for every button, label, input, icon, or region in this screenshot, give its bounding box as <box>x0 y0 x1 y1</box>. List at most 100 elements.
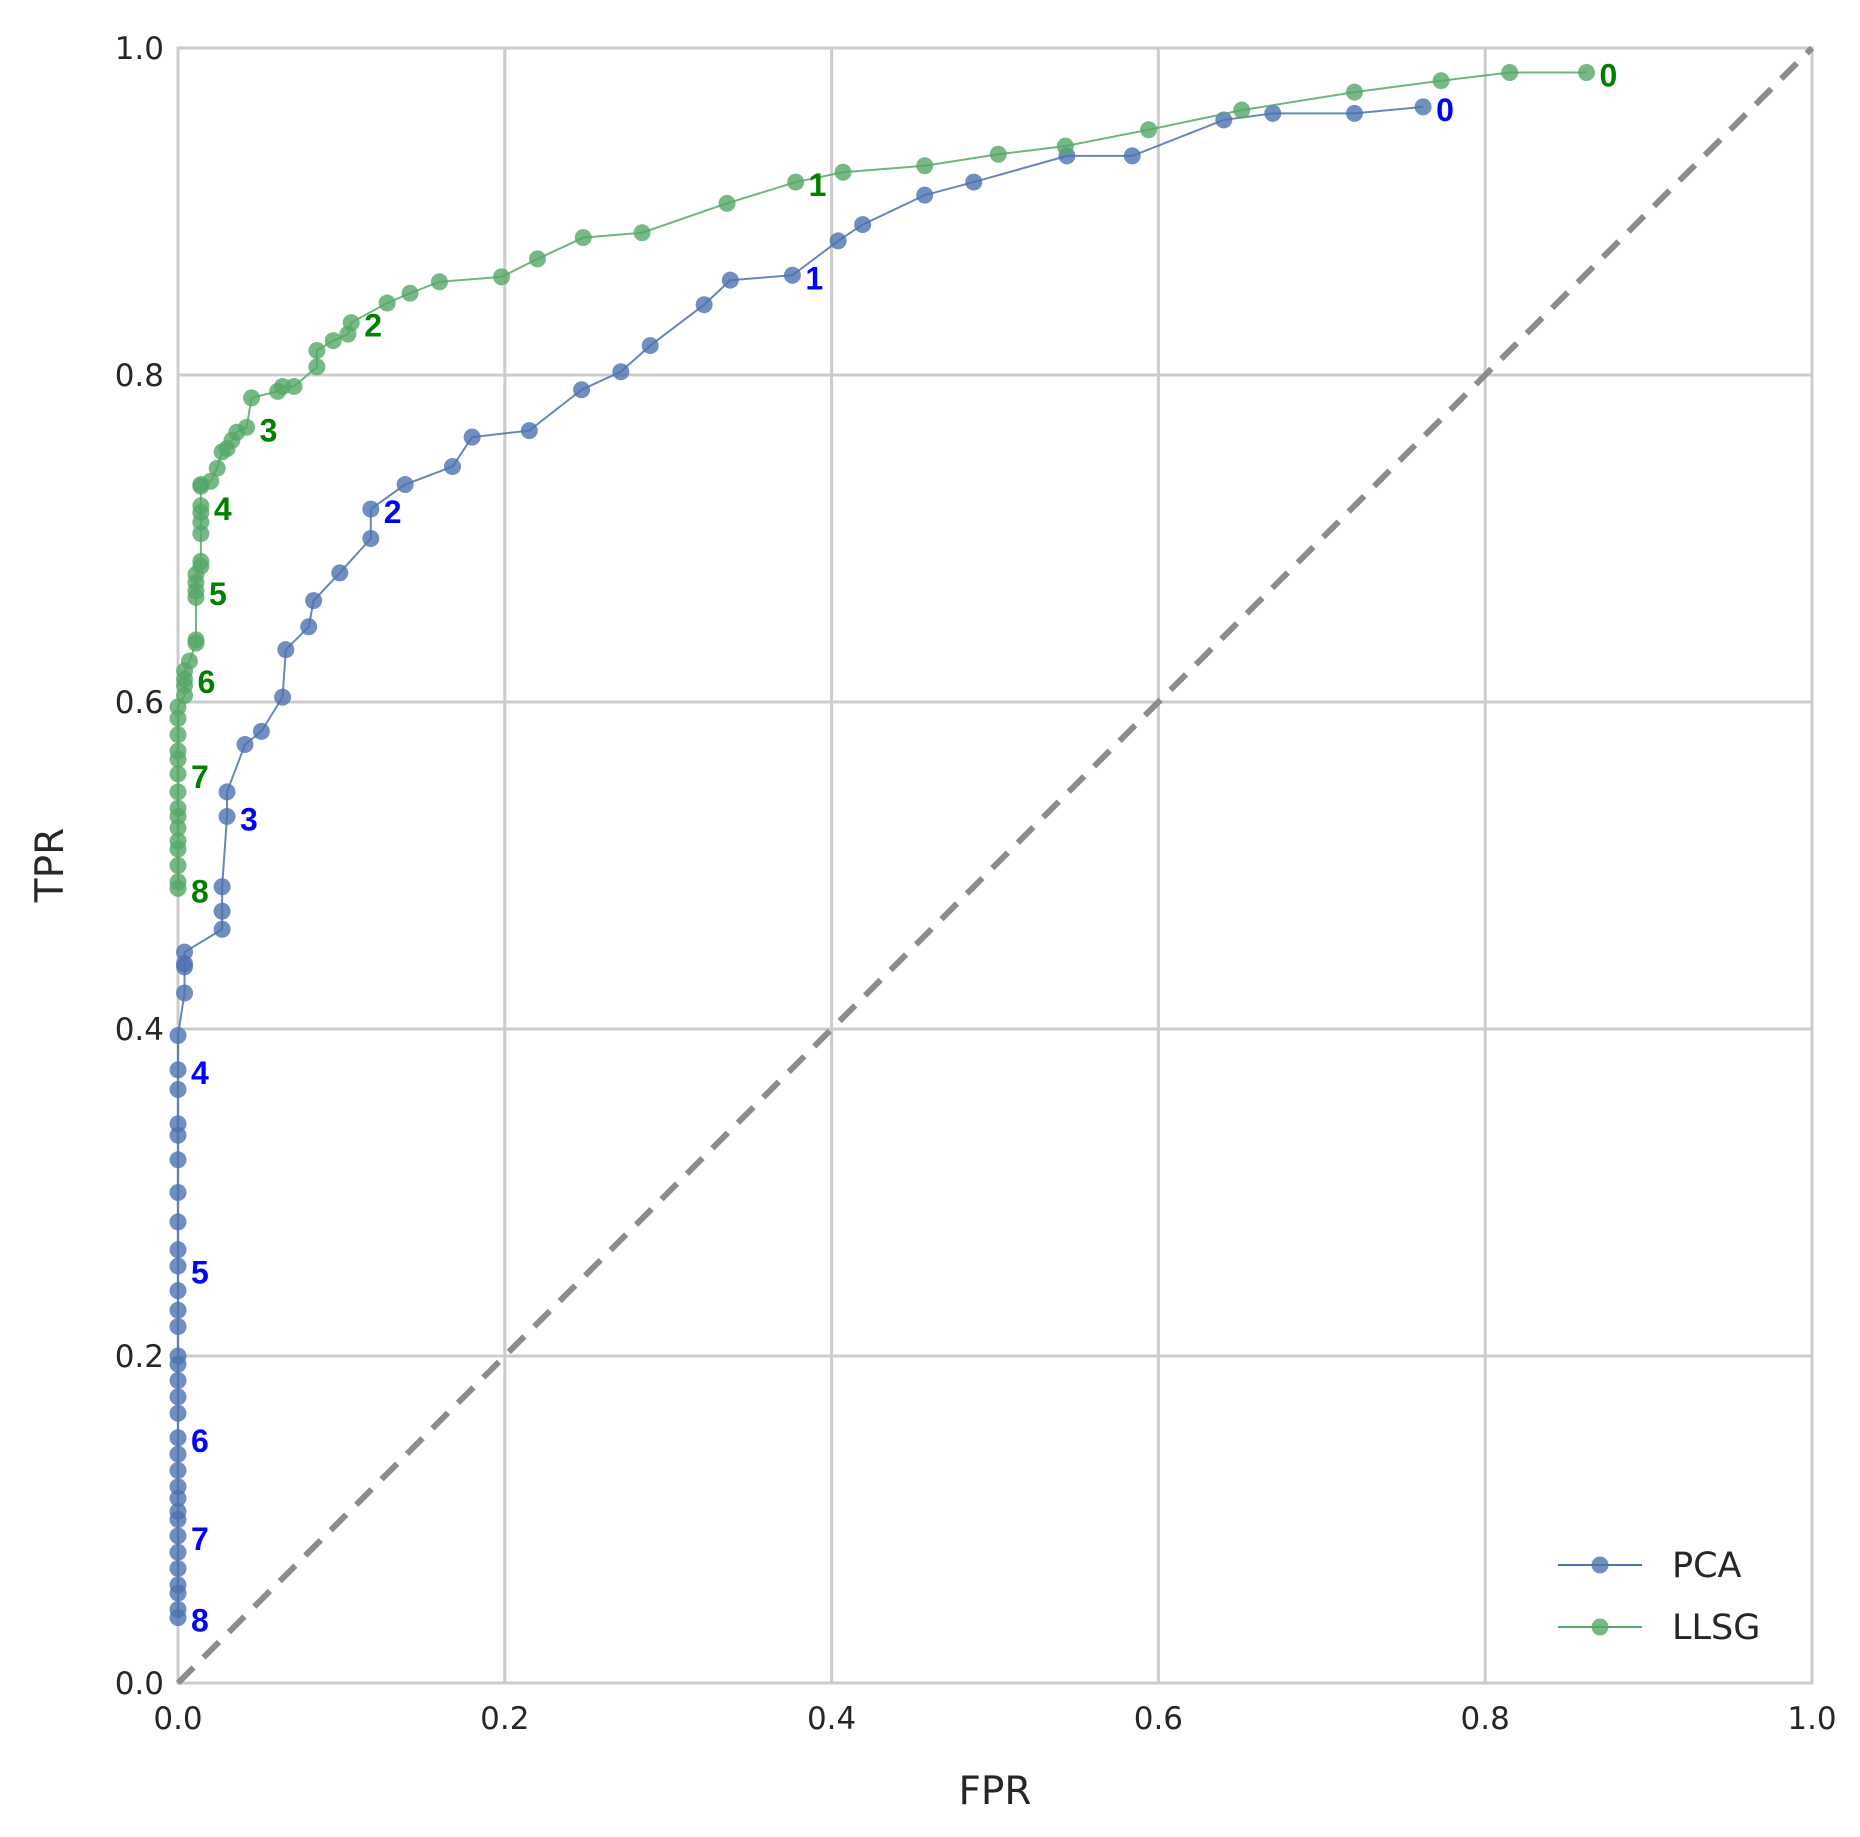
legend-entry-llsg: LLSG <box>1558 1608 1760 1648</box>
data-point-pca <box>169 1404 187 1422</box>
data-point-pca <box>218 783 236 801</box>
data-point-pca <box>1345 104 1363 122</box>
data-point-llsg <box>169 857 187 874</box>
y-axis-label: TPR <box>28 828 73 903</box>
threshold-label-pca: 4 <box>191 1055 209 1091</box>
data-point-llsg <box>916 157 934 175</box>
data-point-pca <box>854 216 872 234</box>
data-point-pca <box>213 878 231 896</box>
threshold-label-pca: 5 <box>191 1254 209 1290</box>
data-point-pca <box>169 1347 187 1365</box>
data-point-pca <box>169 1151 187 1169</box>
series-line-llsg <box>177 71 1587 889</box>
data-point-llsg <box>169 742 187 760</box>
series-llsg <box>169 64 1596 897</box>
threshold-label-pca: 8 <box>191 1603 209 1639</box>
data-point-llsg <box>1140 121 1158 139</box>
data-point-llsg <box>430 273 448 291</box>
data-point-pca <box>277 641 295 659</box>
x-tick-label: 0.2 <box>480 1701 529 1737</box>
y-tick-label: 0.2 <box>115 1339 164 1375</box>
data-point-pca <box>965 173 983 191</box>
data-point-llsg <box>493 268 511 286</box>
data-point-pca <box>213 920 231 938</box>
threshold-label-pca: 7 <box>191 1521 209 1557</box>
data-point-pca <box>829 232 847 250</box>
data-point-llsg <box>169 765 187 783</box>
tick-labels: 0.0 0.2 0.4 0.6 0.8 1.0 0.0 0.2 0.4 0.6 0.8 1.0 <box>115 31 1837 1737</box>
threshold-label-llsg: 6 <box>198 664 216 700</box>
y-tick-label: 0.6 <box>115 685 164 721</box>
data-point-pca <box>783 266 801 284</box>
x-tick-label: 0.6 <box>1134 1701 1183 1737</box>
data-point-pca <box>169 1543 187 1561</box>
data-point-pca <box>236 736 254 754</box>
threshold-label-llsg: 7 <box>191 759 209 795</box>
data-point-pca <box>362 530 380 547</box>
data-point-pca <box>169 1257 187 1275</box>
x-tick-label: 0.4 <box>807 1701 856 1737</box>
threshold-label-llsg: 1 <box>809 167 827 203</box>
data-point-llsg <box>787 173 805 191</box>
data-point-llsg <box>1345 83 1363 101</box>
legend-marker <box>1591 1556 1609 1574</box>
data-point-pca <box>218 807 236 825</box>
data-point-pca <box>169 1478 187 1496</box>
threshold-label-llsg: 0 <box>1600 58 1618 94</box>
data-point-pca <box>396 476 414 494</box>
data-point-pca <box>305 592 323 610</box>
threshold-label-pca: 3 <box>240 801 258 837</box>
series-layer <box>169 64 1596 1627</box>
data-point-pca <box>362 500 380 518</box>
data-point-llsg <box>169 873 187 891</box>
data-point-pca <box>169 1461 187 1479</box>
data-point-pca <box>169 1600 187 1618</box>
data-point-llsg <box>187 631 205 649</box>
x-tick-label: 1.0 <box>1787 1701 1836 1737</box>
data-point-pca <box>169 1502 187 1520</box>
data-point-llsg <box>1432 72 1450 90</box>
diagonal-line <box>175 45 1815 1686</box>
data-point-llsg <box>1501 64 1519 82</box>
data-point-pca <box>721 271 739 289</box>
data-point-pca <box>169 1282 187 1300</box>
data-point-llsg <box>208 459 226 477</box>
threshold-label-llsg: 8 <box>191 873 209 909</box>
legend: PCA LLSG <box>1558 1546 1760 1648</box>
data-point-llsg <box>989 145 1007 163</box>
x-tick-label: 0.0 <box>153 1701 202 1737</box>
data-point-pca <box>1264 104 1282 122</box>
data-point-llsg <box>192 497 210 515</box>
data-point-pca <box>274 688 292 706</box>
data-point-llsg <box>169 726 187 744</box>
threshold-labels: 0 1 2 3 4 5 6 7 8 0 1 2 3 4 5 6 7 8 <box>191 58 1617 1639</box>
legend-marker <box>1591 1618 1609 1636</box>
data-point-llsg <box>169 799 187 817</box>
data-point-llsg <box>308 341 326 359</box>
x-tick-label: 0.8 <box>1461 1701 1510 1737</box>
data-point-pca <box>169 1301 187 1319</box>
data-point-llsg <box>192 552 210 570</box>
threshold-label-pca: 6 <box>191 1423 209 1459</box>
data-point-llsg <box>285 377 303 395</box>
threshold-label-llsg: 3 <box>260 412 278 448</box>
data-point-pca <box>169 1445 187 1463</box>
data-point-pca <box>169 1241 187 1259</box>
data-point-llsg <box>1233 101 1251 119</box>
data-point-pca <box>169 1213 187 1231</box>
data-point-pca <box>520 422 538 440</box>
data-point-pca <box>169 1388 187 1406</box>
data-point-llsg <box>1578 64 1596 82</box>
data-point-pca <box>463 428 481 446</box>
threshold-label-llsg: 5 <box>209 576 227 612</box>
data-point-pca <box>695 296 713 314</box>
data-point-pca <box>213 902 231 920</box>
data-point-llsg <box>633 224 651 242</box>
data-point-pca <box>331 564 349 582</box>
data-point-pca <box>169 1372 187 1390</box>
threshold-label-llsg: 4 <box>214 491 232 527</box>
data-point-llsg <box>169 832 187 850</box>
y-tick-label: 0.4 <box>115 1012 164 1048</box>
data-point-pca <box>169 1027 187 1045</box>
